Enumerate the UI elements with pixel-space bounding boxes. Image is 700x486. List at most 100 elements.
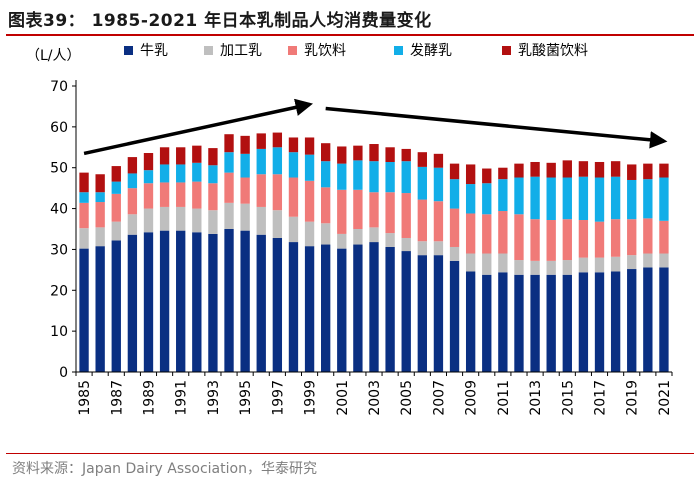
x-tick-label: 1995 [238,380,254,416]
legend-label: 乳饮料 [304,43,346,59]
bar-2002-series-1 [353,229,363,245]
bar-1999-series-3 [304,154,315,181]
bar-2020-series-1 [643,253,653,268]
bar-2002-series-3 [353,160,363,190]
bar-2012-series-4 [514,163,524,178]
bar-1987-series-0 [111,240,121,372]
bar-1992-series-3 [192,162,202,182]
bar-1999-series-4 [304,137,315,155]
bar-1997-series-0 [272,237,283,372]
bar-2013-series-0 [530,274,540,372]
x-tick-label: 2011 [496,380,512,416]
bar-1987-series-2 [111,193,121,222]
bar-2003-series-4 [369,144,379,162]
bar-1998-series-1 [288,216,299,243]
bar-1990-series-4 [159,147,170,165]
bar-1993-series-3 [208,165,218,184]
bar-2008-series-3 [449,179,460,209]
bar-2000-series-1 [321,223,331,245]
bar-1993-series-2 [208,183,218,211]
y-tick-label: 10 [50,324,68,340]
bar-2005-series-2 [401,193,411,238]
x-tick-label: 2015 [560,380,576,416]
bar-1988-series-0 [127,234,138,372]
bar-2007-series-0 [433,255,444,372]
bar-1992-series-4 [192,145,202,163]
bar-2001-series-3 [337,163,347,190]
bar-2001-series-1 [337,233,347,249]
bar-2017-series-0 [594,272,605,372]
bar-2020-series-0 [643,267,653,372]
bar-2010-series-4 [482,168,492,184]
y-tick-label: 50 [50,161,68,177]
y-tick-label: 20 [50,283,68,299]
bar-2006-series-0 [417,255,427,372]
bar-1988-series-4 [127,157,138,174]
bar-2021-series-0 [659,267,669,372]
bar-2015-series-0 [562,274,572,372]
y-unit-label: （L/人） [26,48,81,64]
bar-1996-series-4 [256,133,266,149]
bar-1986-series-0 [95,246,105,372]
bar-1990-series-2 [159,182,170,207]
legend-swatch [288,46,297,55]
bar-2007-series-3 [433,167,444,202]
bar-2020-series-4 [643,163,653,180]
bar-1985-series-2 [79,202,89,229]
x-tick-label: 1987 [109,380,125,416]
bar-2004-series-0 [385,246,395,372]
bar-2021-series-2 [659,220,669,254]
bar-2014-series-2 [546,220,556,261]
x-tick-label: 2003 [367,380,383,416]
bar-2020-series-3 [643,179,653,219]
bar-2002-series-0 [353,244,363,372]
bar-2012-series-2 [514,214,524,261]
legend: 牛乳 加工乳 乳饮料 发酵乳 乳酸菌饮料 [124,43,588,59]
bar-2003-series-0 [369,242,379,372]
bar-1985-series-3 [79,192,89,203]
x-tick-label: 1999 [303,380,319,416]
bar-2000-series-2 [321,187,331,224]
bar-1995-series-2 [240,177,250,204]
bar-2013-series-4 [530,161,540,177]
bar-2013-series-1 [530,260,540,275]
bar-2021-series-1 [659,253,669,268]
bar-2018-series-4 [610,161,621,177]
bar-2000-series-0 [321,244,331,372]
bar-1993-series-0 [208,233,218,372]
bar-2006-series-2 [417,199,427,242]
y-tick-label: 30 [50,242,68,258]
bar-2018-series-2 [610,219,621,257]
bar-1994-series-1 [224,202,234,229]
bar-2016-series-4 [578,161,589,177]
bar-2001-series-0 [337,248,347,372]
x-tick-label: 2009 [464,380,480,416]
x-tick-label: 2007 [431,380,447,416]
bar-1989-series-0 [143,232,154,372]
trend-arrow-0 [83,98,313,156]
x-tick-label: 1989 [141,380,157,416]
legend-swatch [394,46,403,55]
y-tick-label: 60 [50,120,68,136]
legend-label: 乳酸菌饮料 [518,43,588,59]
bar-2009-series-1 [465,253,476,272]
bar-2012-series-0 [514,274,524,372]
bar-2021-series-4 [659,163,669,178]
bar-2007-series-4 [433,153,444,168]
bar-1994-series-4 [224,134,234,153]
bar-2001-series-4 [337,146,347,164]
bar-2002-series-4 [353,145,363,161]
bar-2006-series-4 [417,152,427,167]
bar-2018-series-1 [610,256,621,272]
bar-2019-series-3 [627,179,637,220]
bar-1994-series-0 [224,229,234,372]
bar-1992-series-1 [192,208,202,233]
bar-2017-series-1 [594,257,605,273]
bar-2017-series-4 [594,161,605,178]
bar-1997-series-4 [272,132,283,148]
bar-1999-series-2 [304,180,315,222]
bar-2016-series-1 [578,257,589,273]
bar-1999-series-1 [304,221,315,247]
bar-2021-series-3 [659,177,669,221]
